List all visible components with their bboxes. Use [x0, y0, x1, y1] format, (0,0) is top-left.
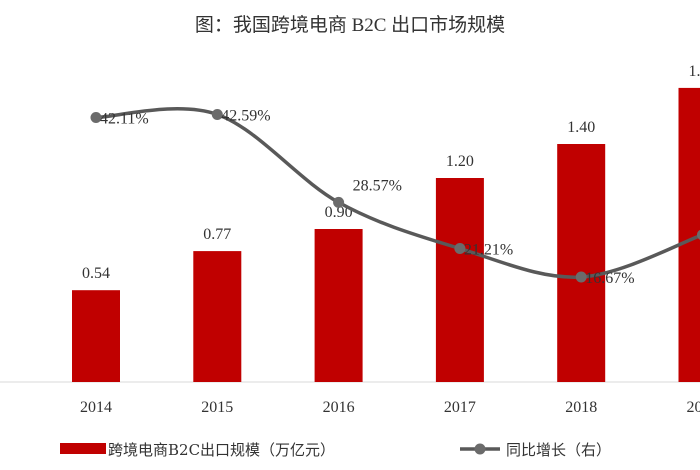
- growth-point-2018: [575, 271, 587, 283]
- bar-2014: [72, 290, 120, 382]
- x-tick-2014: 2014: [80, 399, 112, 416]
- growth-label-2014: 42.11%: [100, 110, 149, 127]
- bar-2016: [314, 229, 363, 382]
- growth-point-2016: [333, 196, 345, 208]
- x-tick-2016: 2016: [323, 399, 355, 416]
- bar-label-2015: 0.77: [203, 226, 231, 243]
- bar-label-2016: 0.90: [325, 204, 353, 221]
- chart-title: 图：我国跨境电商 B2C 出口市场规模: [194, 15, 506, 36]
- bar-label-2014: 0.54: [82, 265, 110, 282]
- bar-2018: [557, 144, 606, 382]
- growth-label-2015: 42.59%: [221, 107, 270, 124]
- growth-label-2017: 21.21%: [464, 242, 513, 259]
- growth-point-2017: [454, 243, 466, 255]
- legend-bar-swatch: [60, 443, 106, 454]
- x-tick-2018: 2018: [565, 399, 597, 416]
- x-tick-2015: 2015: [201, 399, 233, 416]
- bar-label-2019: 1.73: [689, 63, 700, 80]
- x-tick-2019: 2019: [687, 399, 700, 416]
- legend-line-label: 同比增长（右）: [506, 441, 611, 459]
- legend-bar-label: 跨境电商B2C出口规模（万亿元）: [108, 441, 335, 459]
- bar-2019: [678, 87, 700, 383]
- x-tick-2017: 2017: [444, 399, 476, 416]
- bar-2015: [193, 251, 242, 382]
- growth-line: [95, 107, 700, 279]
- bar-label-2017: 1.20: [446, 153, 474, 170]
- growth-label-2016: 28.57%: [353, 177, 402, 194]
- bar-2017: [435, 178, 484, 382]
- growth-point-2014: [90, 111, 102, 123]
- growth-label-2018: 16.67%: [585, 270, 634, 287]
- legend-line-marker: [474, 443, 486, 455]
- growth-point-2015: [211, 108, 223, 120]
- growth-point-2019: [697, 229, 700, 240]
- bar-label-2018: 1.40: [567, 119, 595, 136]
